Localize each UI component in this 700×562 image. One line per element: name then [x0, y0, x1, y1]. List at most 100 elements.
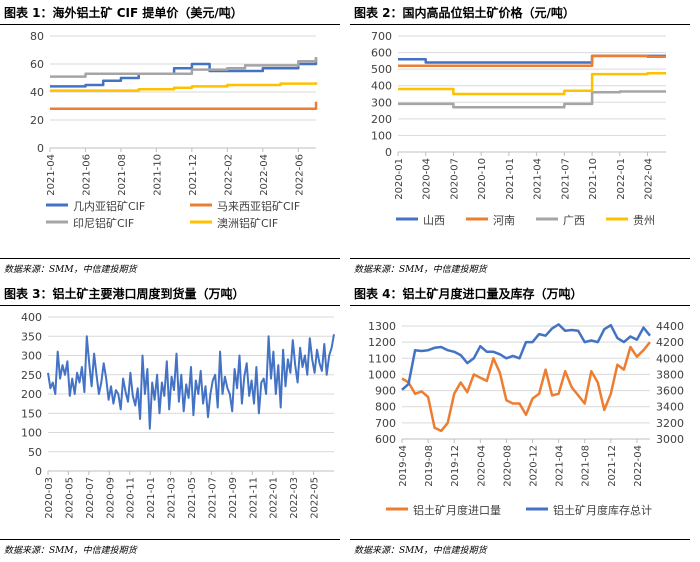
y-tick-label: 40 — [30, 86, 44, 99]
x-tick-label: 2021-08 — [117, 154, 128, 196]
x-tick-label: 2022-06 — [294, 154, 305, 196]
y-tick-label: 60 — [30, 58, 44, 71]
x-tick-label: 2022-02 — [223, 154, 234, 196]
y-tick-label: 250 — [21, 369, 42, 382]
x-tick-label: 2021-04 — [555, 445, 566, 487]
x-tick-label: 2021-09 — [228, 477, 239, 519]
chart-panel-2: 图表 2：国内高品位铝土矿价格（元/吨） 0 100 200 300 400 500 600… — [350, 0, 700, 281]
x-tick-label: 2021-12 — [607, 445, 618, 487]
title-rule — [0, 305, 340, 306]
x-tick-label: 2020-07 — [85, 477, 96, 519]
series-line-4 — [50, 82, 318, 92]
x-tick-label: 2020-05 — [64, 477, 75, 519]
x-tick-label: 2022-04 — [633, 445, 644, 487]
y-tick-label: 800 — [375, 401, 396, 414]
chart-panel-4: 图表 4：铝土矿月度进口量及库存（万吨） 600 700 800 900 1000 110… — [350, 281, 700, 562]
x-tick-label: 2019-12 — [450, 445, 461, 487]
chart-panel-1: 图表 1：海外铝土矿 CIF 提单价（美元/吨） 0 20 40 60 80 2021-0… — [0, 0, 350, 281]
legend-label: 山西 — [423, 214, 445, 227]
series-line-3 — [50, 57, 318, 78]
x-tick-label: 2022-01 — [616, 158, 627, 200]
y-tick-label: 300 — [21, 350, 42, 363]
title-rule — [350, 24, 690, 25]
y-tick-label: 600 — [371, 47, 392, 60]
legend-label: 贵州 — [633, 214, 655, 227]
series-line-4 — [398, 72, 666, 96]
y2-tick-label: 4400 — [656, 320, 684, 333]
source-note: 数据来源：SMM，中信建投期货 — [4, 265, 137, 275]
weekly-arrivals-chart: 0 50 100 150 200 250 300 350 400 2020-03 2020-05 20… — [21, 311, 335, 519]
legend-label: 马来西亚铝矿CIF — [217, 199, 300, 213]
x-tick-label: 2020-11 — [126, 477, 137, 519]
x-tick-label: 2022-01 — [269, 477, 280, 519]
overseas-cif-price-chart: 0 20 40 60 80 2021-04 2021-06 2021-08 2021-10 202… — [30, 30, 318, 230]
chart-panel-3: 图表 3：铝土矿主要港口周度到货量（万吨） 0 50 100 150 200 250 300… — [0, 281, 350, 562]
x-tick-label: 2020-10 — [477, 158, 488, 200]
y-tick-label: 300 — [371, 96, 392, 109]
y-tick-label: 1300 — [368, 320, 396, 333]
y-tick-label: 400 — [21, 311, 42, 324]
source-note: 数据来源：SMM，中信建投期货 — [354, 546, 487, 556]
legend-label: 印尼铝矿CIF — [73, 216, 134, 230]
legend-label: 河南 — [493, 214, 515, 227]
y-tick-label: 700 — [371, 30, 392, 43]
x-tick-label: 2020-09 — [105, 477, 116, 519]
x-tick-label: 2020-04 — [476, 445, 487, 487]
y-tick-label: 20 — [30, 114, 44, 127]
legend-label: 铝土矿月度库存总计 — [553, 503, 652, 517]
series-line-2 — [50, 101, 318, 111]
chart-title: 图表 4：铝土矿月度进口量及库存（万吨） — [354, 287, 583, 301]
title-rule — [0, 24, 340, 25]
x-tick-label: 2021-03 — [167, 477, 178, 519]
legend-label: 广西 — [563, 214, 585, 227]
y-tick-label: 1000 — [368, 368, 396, 381]
legend-label: 铝土矿月度进口量 — [413, 503, 501, 517]
series-line-1 — [50, 58, 318, 88]
y-tick-label: 0 — [37, 142, 44, 155]
x-tick-label: 2021-04 — [46, 154, 57, 196]
chart-title: 图表 2：国内高品位铝土矿价格（元/吨） — [354, 6, 575, 20]
y-tick-label: 80 — [30, 30, 44, 43]
y-tick-label: 0 — [385, 146, 392, 159]
x-tick-label: 2022-04 — [644, 158, 655, 200]
x-tick-label: 2021-01 — [505, 158, 516, 200]
series-line-3 — [398, 90, 666, 109]
x-tick-label: 2021-10 — [588, 158, 599, 200]
x-tick-label: 2019-04 — [398, 445, 409, 487]
y-tick-label: 150 — [21, 407, 42, 420]
y2-tick-label: 3600 — [656, 385, 684, 398]
x-tick-label: 2021-07 — [207, 477, 218, 519]
x-tick-label: 2021-05 — [187, 477, 198, 519]
x-tick-label: 2021-06 — [81, 154, 92, 196]
y2-tick-label: 4000 — [656, 352, 684, 365]
x-tick-label: 2021-08 — [581, 445, 592, 487]
x-tick-label: 2022-03 — [289, 477, 300, 519]
y-tick-label: 700 — [375, 417, 396, 430]
y-tick-label: 500 — [371, 63, 392, 76]
y-tick-label: 1200 — [368, 336, 396, 349]
x-tick-label: 2020-07 — [449, 158, 460, 200]
source-note: 数据来源：SMM，中信建投期货 — [4, 546, 137, 556]
title-rule — [350, 305, 690, 306]
legend-label: 几内亚铝矿CIF — [73, 199, 145, 213]
source-rule — [350, 539, 690, 540]
x-tick-label: 2022-05 — [310, 477, 321, 519]
y-tick-label: 350 — [21, 330, 42, 343]
series-line-2 — [398, 54, 666, 68]
domestic-price-chart: 0 100 200 300 400 500 600 700 2020-01 2020-04 2020… — [371, 30, 666, 227]
y-tick-label: 200 — [371, 113, 392, 126]
y2-tick-label: 4200 — [656, 336, 684, 349]
series-line-1 — [401, 341, 651, 433]
y-tick-label: 400 — [371, 80, 392, 93]
x-tick-label: 2021-10 — [152, 154, 163, 196]
source-rule — [0, 258, 340, 259]
y-tick-label: 600 — [375, 433, 396, 446]
x-tick-label: 2022-04 — [259, 154, 270, 196]
x-tick-label: 2021-12 — [188, 154, 199, 196]
y2-tick-label: 3000 — [656, 433, 684, 446]
y2-tick-label: 3800 — [656, 368, 684, 381]
source-note: 数据来源：SMM，中信建投期货 — [354, 265, 487, 275]
x-tick-label: 2020-04 — [422, 158, 433, 200]
y-tick-label: 50 — [28, 446, 42, 459]
x-tick-label: 2021-01 — [146, 477, 157, 519]
